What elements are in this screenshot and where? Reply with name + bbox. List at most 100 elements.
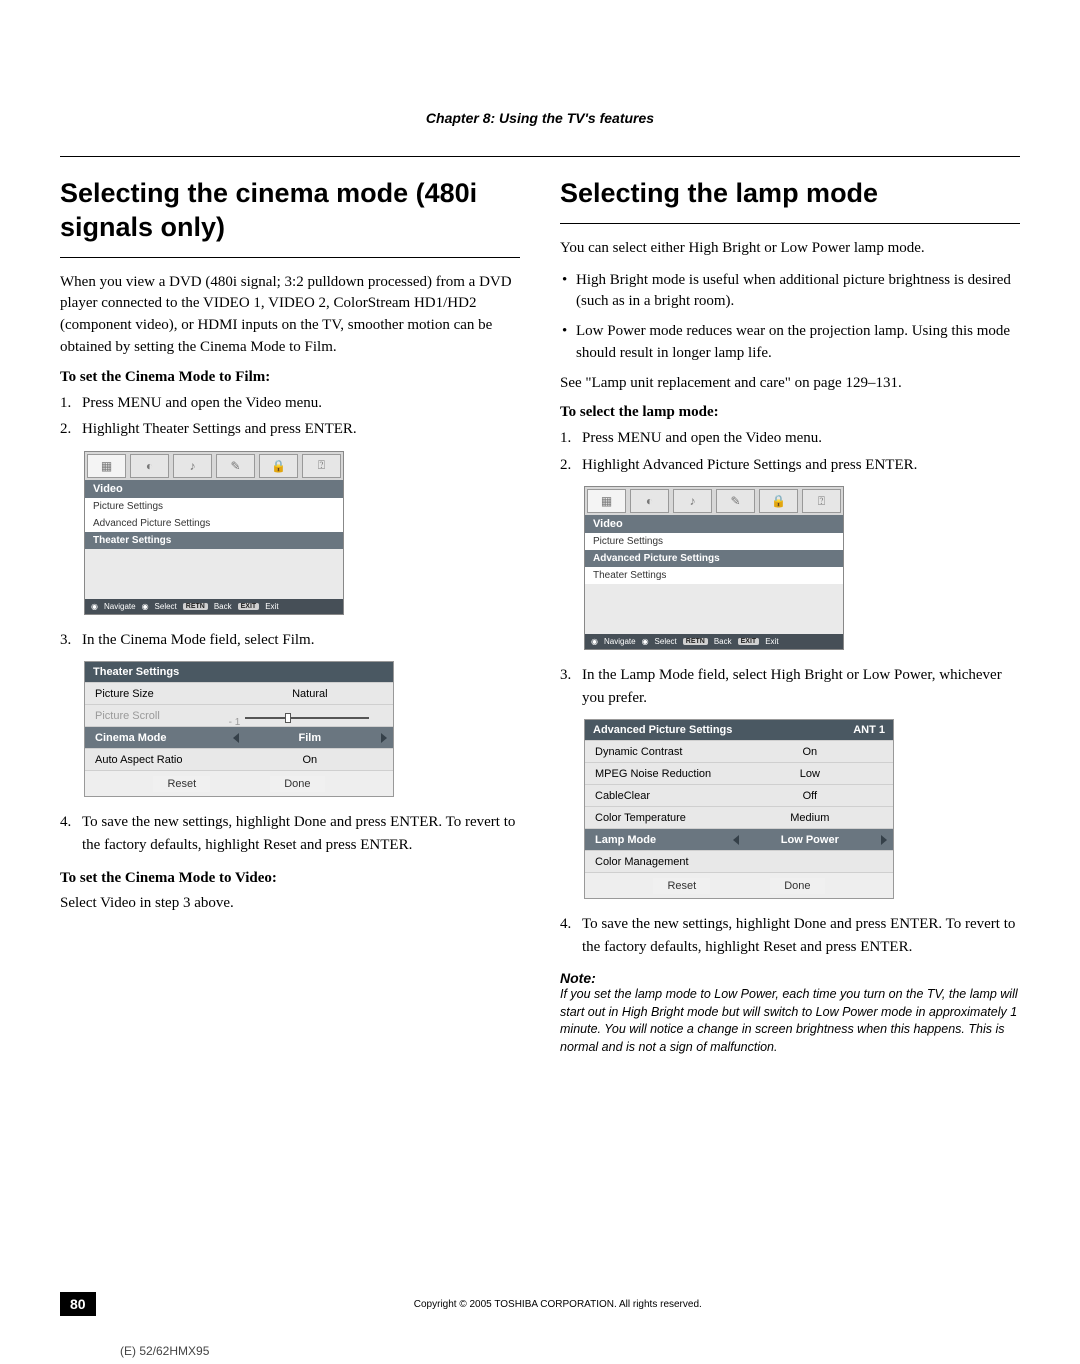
step-item: Press MENU and open the Video menu.: [82, 392, 520, 415]
table-header: Advanced Picture Settings ANT 1: [585, 720, 893, 740]
footer-label: Exit: [765, 637, 778, 646]
right-see: See "Lamp unit replacement and care" on …: [560, 373, 1020, 395]
table-row-selected: Cinema Mode Film: [85, 726, 393, 748]
left-closing: Select Video in step 3 above.: [60, 893, 520, 915]
table-button-row: Reset Done: [585, 872, 893, 898]
row-value: Off: [727, 790, 893, 802]
table-title: Advanced Picture Settings: [593, 724, 732, 736]
menu-tab-row: ▦ ◐ ♪ ✎ 🔒 ⍰: [85, 452, 343, 480]
table-row: MPEG Noise Reduction Low: [585, 762, 893, 784]
row-value: - 1: [227, 715, 393, 717]
row-label: Auto Aspect Ratio: [85, 754, 227, 766]
reset-button: Reset: [653, 878, 710, 894]
done-button: Done: [270, 776, 324, 792]
menu-section-label: Video: [585, 515, 843, 533]
triangle-left-icon: [233, 733, 239, 743]
bullet-item: Low Power mode reduces wear on the proje…: [576, 321, 1020, 365]
table-row: Color Temperature Medium: [585, 806, 893, 828]
table-row: Picture Scroll - 1: [85, 704, 393, 726]
copyright-text: Copyright © 2005 TOSHIBA CORPORATION. Al…: [96, 1299, 1020, 1310]
row-value-text: Low Power: [781, 834, 839, 846]
right-column: Selecting the lamp mode You can select e…: [560, 177, 1020, 1056]
footer-label: Navigate: [104, 602, 136, 611]
footer-label: Back: [714, 637, 732, 646]
menu-tab-row: ▦ ◐ ♪ ✎ 🔒 ⍰: [585, 487, 843, 515]
right-bullets: High Bright mode is useful when addition…: [560, 270, 1020, 365]
table-row: Picture Size Natural: [85, 682, 393, 704]
menu-item-selected: Advanced Picture Settings: [585, 550, 843, 567]
footer-label: Navigate: [604, 637, 636, 646]
reset-button: Reset: [153, 776, 210, 792]
row-label: Dynamic Contrast: [585, 746, 727, 758]
exit-pill: EXIT: [238, 603, 260, 610]
step-item: Highlight Theater Settings and press ENT…: [82, 418, 520, 441]
row-label: Picture Size: [85, 688, 227, 700]
table-title: Theater Settings: [93, 666, 179, 678]
menu-item: Theater Settings: [585, 567, 843, 584]
step-item: In the Lamp Mode field, select High Brig…: [582, 664, 1020, 709]
tab-icon: ♪: [673, 489, 712, 513]
tab-icon: ✎: [216, 454, 255, 478]
footer-label: Back: [214, 602, 232, 611]
step-item: Press MENU and open the Video menu.: [582, 427, 1020, 450]
tab-icon: ▦: [87, 454, 126, 478]
slider-track: [245, 717, 370, 719]
triangle-left-icon: [733, 835, 739, 845]
row-label: Cinema Mode: [85, 732, 227, 744]
retn-pill: RETN: [683, 638, 708, 645]
row-value: On: [727, 746, 893, 758]
menu-item-selected: Theater Settings: [85, 532, 343, 549]
note-body: If you set the lamp mode to Low Power, e…: [560, 986, 1020, 1056]
table-row: Color Management: [585, 850, 893, 872]
tab-icon: ▦: [587, 489, 626, 513]
slider-knob: [285, 713, 291, 723]
menu-item: Picture Settings: [585, 533, 843, 550]
page-footer: 80 Copyright © 2005 TOSHIBA CORPORATION.…: [60, 1292, 1020, 1316]
footer-label: Select: [155, 602, 177, 611]
step-item: To save the new settings, highlight Done…: [582, 913, 1020, 958]
menu-empty-area: [85, 549, 343, 599]
video-menu-screenshot: ▦ ◐ ♪ ✎ 🔒 ⍰ Video Picture Settings Advan…: [584, 486, 844, 650]
step-item: To save the new settings, highlight Done…: [82, 811, 520, 856]
note-heading: Note:: [560, 970, 1020, 986]
step-item: In the Cinema Mode field, select Film.: [82, 629, 520, 652]
row-value: Low Power: [727, 834, 893, 846]
row-value-text: Film: [299, 732, 322, 744]
row-value: On: [227, 754, 393, 766]
page-number: 80: [60, 1292, 96, 1316]
tab-icon: ◐: [630, 489, 669, 513]
row-label: CableClear: [585, 790, 727, 802]
right-sub1: To select the lamp mode:: [560, 404, 1020, 421]
left-intro: When you view a DVD (480i signal; 3:2 pu…: [60, 272, 520, 359]
slider-value: - 1: [229, 717, 241, 728]
chapter-header: Chapter 8: Using the TV's features: [60, 110, 1020, 126]
row-label: Lamp Mode: [585, 834, 727, 846]
advanced-picture-settings-table: Advanced Picture Settings ANT 1 Dynamic …: [584, 719, 894, 899]
menu-items: Picture Settings Advanced Picture Settin…: [585, 533, 843, 584]
menu-footer: ◉Navigate ◉Select RETNBack EXITExit: [85, 599, 343, 614]
left-steps-1: Press MENU and open the Video menu. High…: [60, 392, 520, 441]
left-heading: Selecting the cinema mode (480i signals …: [60, 177, 520, 258]
ant-label: ANT 1: [853, 724, 885, 736]
right-heading: Selecting the lamp mode: [560, 177, 1020, 224]
left-column: Selecting the cinema mode (480i signals …: [60, 177, 520, 1056]
tab-icon: ✎: [716, 489, 755, 513]
menu-item: Advanced Picture Settings: [85, 515, 343, 532]
triangle-right-icon: [881, 835, 887, 845]
nav-icon: ◉: [91, 602, 98, 611]
row-value: Film: [227, 732, 393, 744]
right-steps-1: Press MENU and open the Video menu. High…: [560, 427, 1020, 476]
done-button: Done: [770, 878, 824, 894]
row-label: Color Management: [585, 856, 727, 868]
left-sub2: To set the Cinema Mode to Video:: [60, 870, 520, 887]
tab-icon: 🔒: [259, 454, 298, 478]
table-row: Auto Aspect Ratio On: [85, 748, 393, 770]
row-label: Color Temperature: [585, 812, 727, 824]
tab-icon: ◐: [130, 454, 169, 478]
left-sub1: To set the Cinema Mode to Film:: [60, 369, 520, 386]
table-row: Dynamic Contrast On: [585, 740, 893, 762]
menu-footer: ◉Navigate ◉Select RETNBack EXITExit: [585, 634, 843, 649]
row-label: MPEG Noise Reduction: [585, 768, 727, 780]
select-icon: ◉: [142, 602, 149, 611]
left-steps-3: To save the new settings, highlight Done…: [60, 811, 520, 856]
